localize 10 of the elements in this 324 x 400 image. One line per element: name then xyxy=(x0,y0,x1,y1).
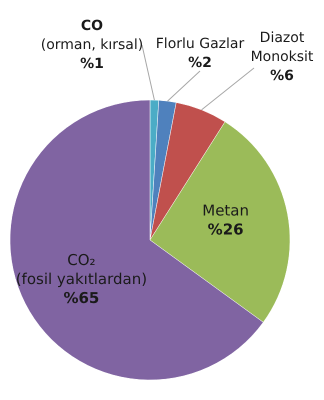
data-label: %2 xyxy=(188,55,212,71)
slice-label: Diazot Monoksit xyxy=(250,30,314,65)
data-label: %1 xyxy=(80,56,104,72)
data-label: %6 xyxy=(270,68,294,84)
data-label: %65 xyxy=(63,288,100,307)
slice-label: CO (orman, kırsal) xyxy=(40,18,144,53)
data-label: %26 xyxy=(208,220,244,239)
slice-label: CO₂ (fosil yakıtlardan) xyxy=(16,250,148,288)
slice-label: Metan xyxy=(202,202,250,220)
slice-label: Florlu Gazlar xyxy=(156,36,244,52)
